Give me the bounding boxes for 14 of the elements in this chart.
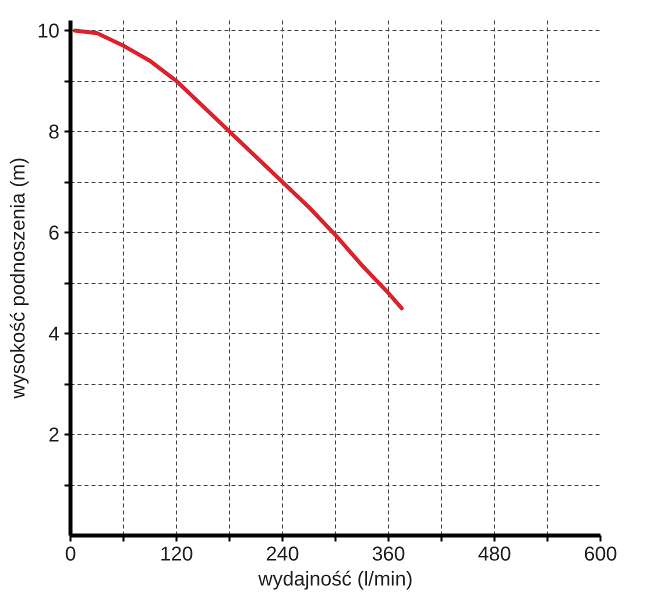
x-tick-label: 240 (266, 544, 300, 566)
y-tick-label: 4 (48, 324, 60, 346)
y-axis-title: wysokość podnoszenia (m) (7, 157, 30, 400)
y-tick-label: 10 (37, 20, 60, 43)
x-tick-label: 480 (478, 544, 512, 566)
y-tick-label: 2 (48, 424, 60, 447)
x-tick-label: 0 (64, 544, 76, 566)
x-axis-title: wydajność (l/min) (257, 568, 413, 590)
y-tick-label: 6 (48, 222, 60, 245)
y-tick-label: 8 (48, 122, 60, 144)
x-tick-label: 360 (372, 544, 406, 566)
x-tick-label: 600 (584, 544, 618, 566)
line-series (72, 28, 404, 310)
x-tick-label: 120 (160, 544, 194, 566)
